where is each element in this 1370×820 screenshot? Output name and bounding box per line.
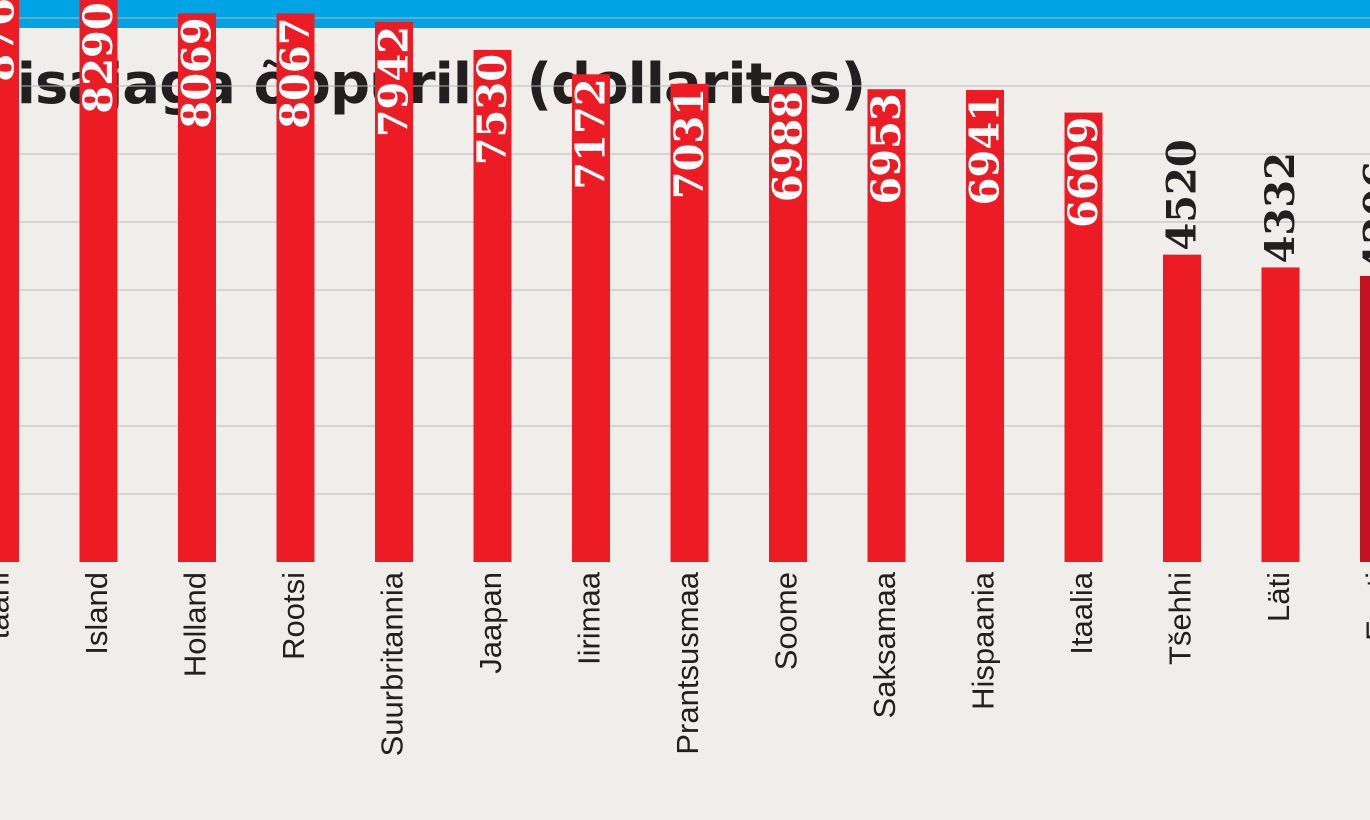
bar-value-label: 7172	[568, 78, 615, 189]
bar-value-label: 6609	[1060, 117, 1107, 228]
chart-title: äisajaga õppurile (dollarites)	[0, 52, 866, 117]
bar-value-label: 7530	[469, 54, 516, 165]
bar-value-label: 8067	[272, 17, 319, 128]
bar	[867, 89, 906, 563]
category-label: Holland	[178, 572, 213, 677]
category-label: Rootsi	[276, 572, 311, 660]
bar-value-label: 4332	[1257, 152, 1304, 263]
category-label: Itaalia	[1064, 571, 1099, 654]
bar-value-label: 6953	[863, 93, 910, 204]
category-label: Tšehhi	[1163, 572, 1198, 665]
bar	[769, 86, 807, 562]
category-label: Island	[79, 572, 114, 655]
bar-value-label: 8290	[75, 2, 122, 113]
category-label: Eesti	[1360, 572, 1370, 641]
bar-value-label: 4206	[1356, 161, 1370, 272]
bar	[276, 13, 315, 563]
bar	[966, 90, 1004, 563]
category-label: Soome	[769, 572, 804, 670]
bar	[0, 0, 19, 562]
category-label: Läti	[1261, 572, 1296, 622]
bar	[1261, 267, 1300, 562]
bar	[1360, 275, 1370, 562]
bar	[572, 74, 610, 562]
top-accent-bar	[0, 0, 1370, 28]
category-label: taani	[0, 572, 16, 639]
category-label: Suurbritannia	[375, 571, 410, 756]
bar-value-label: 7031	[666, 88, 713, 199]
bar	[1064, 112, 1103, 562]
category-label: Prantsusmaa	[670, 571, 705, 754]
category-label: Jaapan	[473, 572, 508, 674]
category-label: Iirimaa	[572, 571, 607, 665]
bar	[178, 13, 216, 563]
bar-value-label: 8069	[174, 17, 221, 128]
bar-value-label: 8761	[0, 0, 24, 82]
bar	[473, 49, 512, 562]
bar-value-label: 6988	[765, 91, 812, 202]
category-label: Hispaania	[966, 571, 1001, 710]
category-label: Saksamaa	[867, 571, 902, 718]
bar	[670, 83, 709, 562]
bar-value-label: 6941	[962, 94, 1009, 205]
bar-value-label: 4520	[1159, 139, 1206, 250]
bar	[79, 0, 118, 562]
bar	[1163, 254, 1201, 562]
bar	[375, 21, 413, 563]
bar-value-label: 7942	[371, 26, 418, 137]
